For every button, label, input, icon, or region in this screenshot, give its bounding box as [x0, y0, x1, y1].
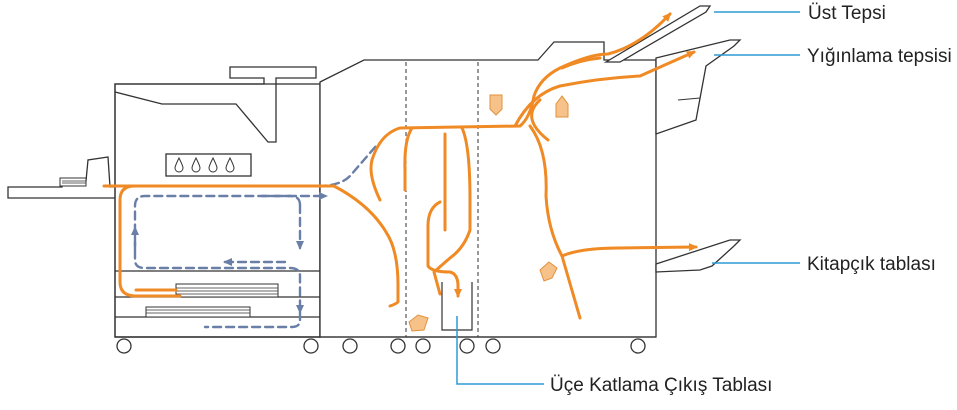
guide-marker	[555, 95, 569, 118]
guide-marker	[489, 94, 503, 116]
wheel	[630, 338, 646, 354]
wheel	[116, 338, 132, 354]
leader-trifold-tray	[456, 316, 544, 385]
guide-markers	[408, 94, 569, 332]
wheel	[342, 338, 358, 354]
booklet-tray	[655, 239, 742, 273]
finisher-body	[319, 41, 657, 338]
wheels	[116, 338, 646, 354]
feed-paper-stack	[59, 177, 87, 187]
wheel	[303, 338, 319, 354]
wheel	[415, 338, 431, 354]
leader-lines	[456, 11, 800, 385]
wheel	[485, 338, 501, 354]
droplet-icon	[174, 156, 235, 173]
guide-marker	[408, 314, 429, 332]
paper-path	[102, 12, 698, 320]
guide-marker	[539, 261, 558, 282]
top-tray	[603, 5, 712, 63]
label-top-tray: Üst Tepsi	[808, 3, 886, 24]
wheel	[459, 338, 475, 354]
cassette-paper-1	[175, 283, 279, 298]
label-trifold-tray: Üçe Katlama Çıkış Tablası	[550, 375, 772, 396]
ink-window	[165, 153, 252, 177]
label-booklet-tray: Kitapçık tablası	[807, 254, 936, 275]
finisher	[115, 5, 742, 338]
stacking-tray	[655, 39, 742, 135]
cassette-paper-2	[145, 306, 251, 318]
wheel	[390, 338, 406, 354]
label-stacking-tray: Yığınlama tepsisi	[807, 46, 952, 67]
